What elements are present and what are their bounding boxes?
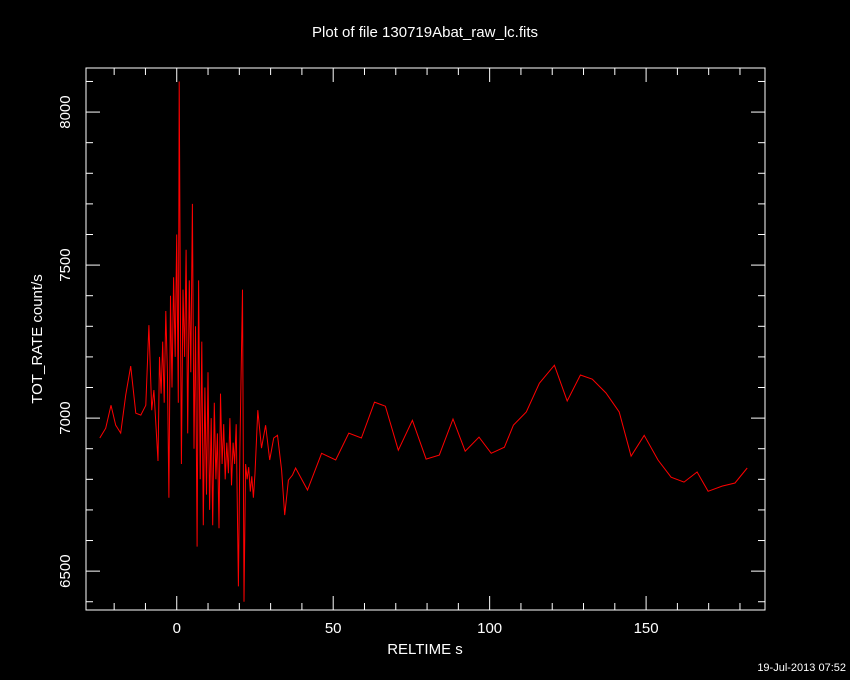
y-tick-label: 7500 bbox=[57, 248, 74, 281]
x-tick-label: 150 bbox=[634, 620, 659, 637]
chart-title: Plot of file 130719Abat_raw_lc.fits bbox=[312, 24, 538, 41]
x-tick-label: 0 bbox=[173, 620, 181, 637]
y-axis-label: TOT_RATE count/s bbox=[29, 274, 46, 404]
y-tick-label: 7000 bbox=[57, 401, 74, 434]
y-tick-label: 6500 bbox=[57, 554, 74, 587]
timestamp: 19-Jul-2013 07:52 bbox=[757, 662, 846, 674]
x-tick-label: 100 bbox=[477, 620, 502, 637]
y-tick-label: 8000 bbox=[57, 95, 74, 128]
plot-frame bbox=[85, 67, 766, 611]
light-curve bbox=[99, 81, 748, 602]
x-axis-label: RELTIME s bbox=[387, 641, 463, 658]
x-tick-label: 50 bbox=[325, 620, 342, 637]
